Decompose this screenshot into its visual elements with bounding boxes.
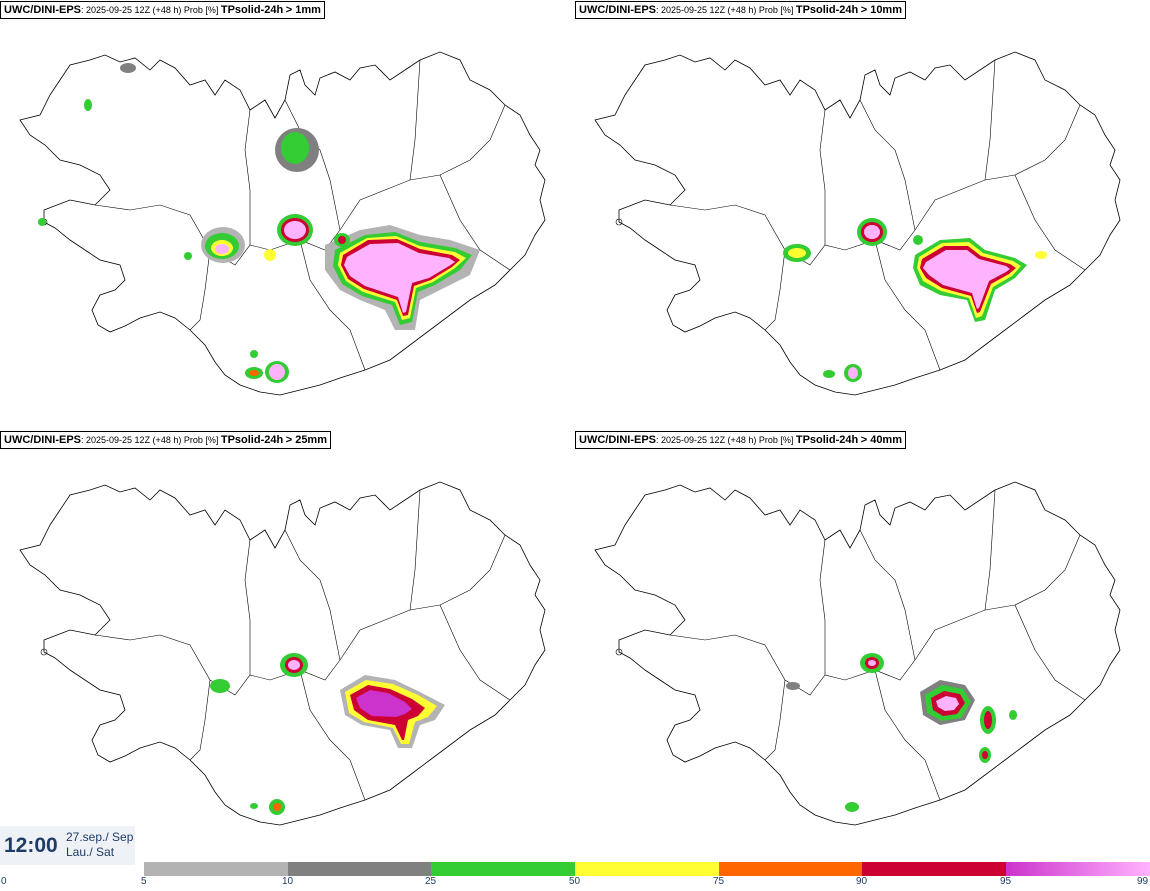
legend-tick: 95: [1000, 876, 1012, 887]
legend-tick: 99: [1137, 876, 1149, 887]
prob-blob: [936, 696, 959, 711]
map-panel-1mm: UWC/DINI-EPS: 2025-09-25 12Z (+48 h) Pro…: [0, 0, 575, 430]
legend-seg-75: [719, 862, 862, 876]
map-panel-10mm: UWC/DINI-EPS: 2025-09-25 12Z (+48 h) Pro…: [575, 0, 1150, 430]
map-panel-40mm: UWC/DINI-EPS: 2025-09-25 12Z (+48 h) Pro…: [575, 430, 1150, 860]
probability-color-scale: 0 5 10 25 50 75 90 95 99: [0, 862, 1150, 891]
panel-title: UWC/DINI-EPS: 2025-09-25 12Z (+48 h) Pro…: [575, 1, 906, 19]
prob-blob-small: [210, 653, 308, 815]
valid-date: 27.sep./ Sep Lau./ Sat: [66, 830, 133, 860]
legend-tick: 50: [569, 876, 581, 887]
prob-blob-small: [38, 63, 350, 383]
iceland-map: [19, 51, 546, 396]
prob-blob: [356, 690, 412, 717]
prob-blob: [344, 243, 455, 313]
valid-time-box: 12:00 27.sep./ Sep Lau./ Sat: [0, 826, 135, 865]
legend-tick: 25: [425, 876, 437, 887]
legend-seg-95: [1006, 862, 1150, 876]
legend-seg-50: [575, 862, 719, 876]
panel-title: UWC/DINI-EPS: 2025-09-25 12Z (+48 h) Pro…: [0, 431, 331, 449]
iceland-map: [594, 51, 1121, 396]
legend-tick: 75: [713, 876, 725, 887]
iceland-map: [594, 481, 1121, 826]
panel-title: UWC/DINI-EPS: 2025-09-25 12Z (+48 h) Pro…: [575, 431, 906, 449]
legend-tick: 90: [856, 876, 868, 887]
legend-tick: 0: [1, 876, 7, 887]
panel-title: UWC/DINI-EPS: 2025-09-25 12Z (+48 h) Pro…: [0, 1, 325, 19]
map-panel-25mm: UWC/DINI-EPS: 2025-09-25 12Z (+48 h) Pro…: [0, 430, 575, 860]
prob-blob: [923, 250, 1010, 309]
valid-weekday-line: Lau./ Sat: [66, 845, 115, 859]
legend-seg-25: [431, 862, 575, 876]
prob-blob-small: [783, 218, 1047, 382]
valid-time: 12:00: [4, 834, 58, 857]
iceland-map: [19, 481, 546, 826]
legend-tick: 10: [282, 876, 294, 887]
legend-seg-5: [144, 862, 288, 876]
legend-seg-10: [288, 862, 431, 876]
legend-tick: 5: [141, 876, 147, 887]
prob-blob-small: [786, 653, 1017, 812]
valid-date-line: 27.sep./ Sep: [66, 830, 134, 844]
legend-seg-90: [862, 862, 1006, 876]
